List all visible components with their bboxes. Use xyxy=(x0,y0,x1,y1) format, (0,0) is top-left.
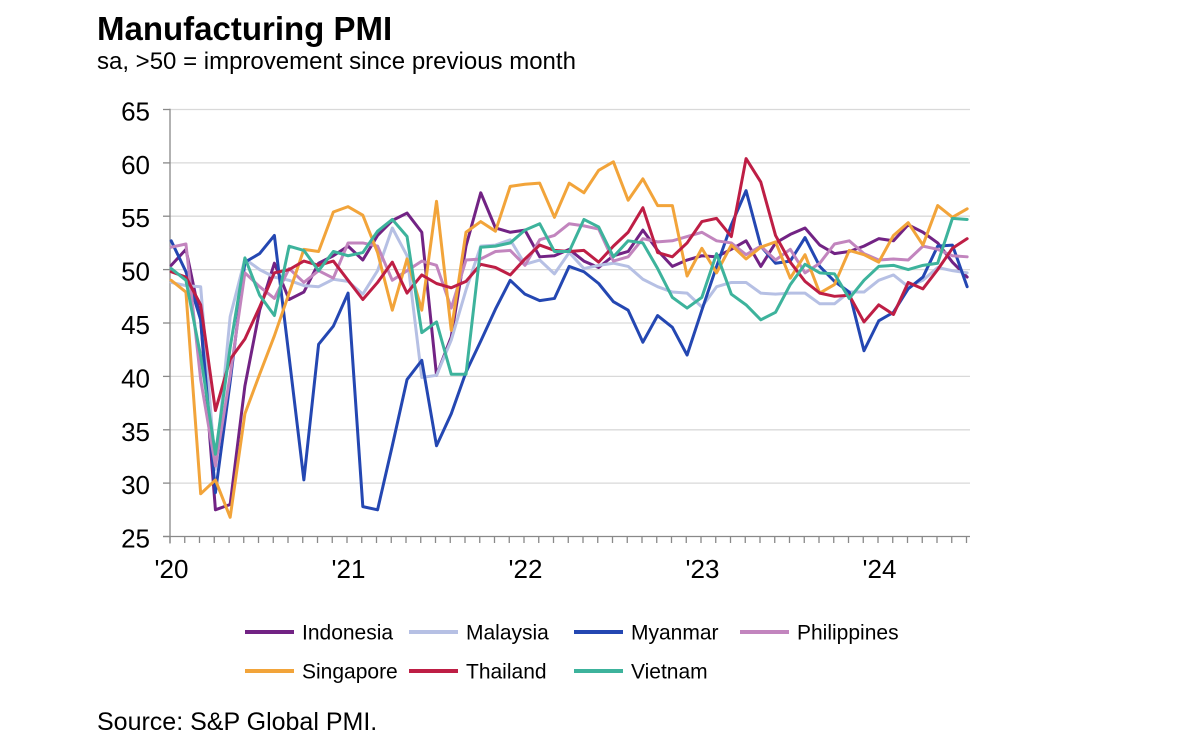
svg-text:Singapore: Singapore xyxy=(302,661,398,684)
svg-text:30: 30 xyxy=(121,470,150,500)
svg-text:60: 60 xyxy=(121,150,150,180)
svg-text:Myanmar: Myanmar xyxy=(631,622,719,645)
svg-text:50: 50 xyxy=(121,257,150,287)
svg-text:25: 25 xyxy=(121,524,150,554)
svg-text:'21: '21 xyxy=(332,554,366,584)
svg-text:'24: '24 xyxy=(863,554,897,584)
svg-text:Vietnam: Vietnam xyxy=(631,661,708,684)
svg-text:'23: '23 xyxy=(686,554,720,584)
svg-text:55: 55 xyxy=(121,203,150,233)
svg-text:Thailand: Thailand xyxy=(466,661,547,684)
svg-text:65: 65 xyxy=(121,97,150,127)
svg-text:45: 45 xyxy=(121,310,150,340)
svg-text:35: 35 xyxy=(121,417,150,447)
svg-text:Malaysia: Malaysia xyxy=(466,622,549,645)
svg-text:40: 40 xyxy=(121,363,150,393)
svg-text:Philippines: Philippines xyxy=(797,622,899,645)
svg-text:'22: '22 xyxy=(509,554,543,584)
svg-text:Indonesia: Indonesia xyxy=(302,622,393,645)
svg-text:'20: '20 xyxy=(155,554,189,584)
